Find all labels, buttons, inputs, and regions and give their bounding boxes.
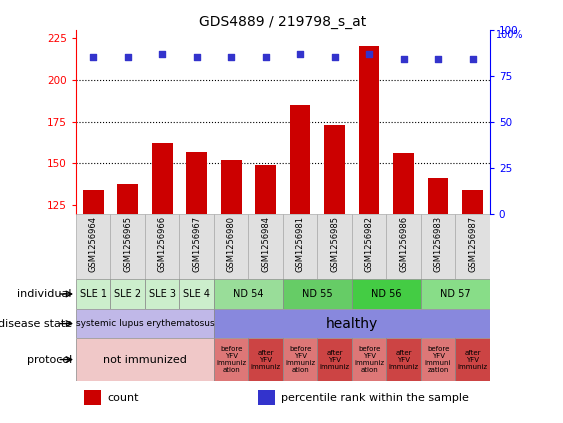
FancyBboxPatch shape <box>76 309 214 338</box>
Bar <box>324 125 345 214</box>
Text: disease state: disease state <box>0 319 72 329</box>
FancyBboxPatch shape <box>180 214 214 279</box>
FancyBboxPatch shape <box>421 214 455 279</box>
Point <box>434 56 443 63</box>
Bar <box>84 390 101 405</box>
Text: systemic lupus erythematosus: systemic lupus erythematosus <box>75 319 215 328</box>
FancyBboxPatch shape <box>421 338 455 381</box>
FancyBboxPatch shape <box>214 214 248 279</box>
FancyBboxPatch shape <box>214 338 248 381</box>
Point <box>261 54 270 60</box>
Point <box>468 56 477 63</box>
Text: GSM1256965: GSM1256965 <box>123 216 132 272</box>
FancyBboxPatch shape <box>145 214 180 279</box>
FancyBboxPatch shape <box>386 214 421 279</box>
FancyBboxPatch shape <box>248 214 283 279</box>
Text: ND 56: ND 56 <box>371 289 401 299</box>
Text: GSM1256964: GSM1256964 <box>89 216 98 272</box>
Bar <box>152 143 173 214</box>
Bar <box>462 190 483 214</box>
Text: before
YFV
immuni
zation: before YFV immuni zation <box>425 346 452 373</box>
Point <box>365 50 374 57</box>
Text: GSM1256984: GSM1256984 <box>261 216 270 272</box>
Text: GSM1256981: GSM1256981 <box>296 216 305 272</box>
FancyBboxPatch shape <box>352 279 421 309</box>
FancyBboxPatch shape <box>421 279 490 309</box>
FancyBboxPatch shape <box>76 214 110 279</box>
Bar <box>221 160 242 214</box>
Point <box>227 54 236 60</box>
Text: SLE 1: SLE 1 <box>80 289 107 299</box>
Text: after
YFV
immuniz: after YFV immuniz <box>388 349 419 370</box>
Text: after
YFV
immuniz: after YFV immuniz <box>458 349 488 370</box>
Text: protocol: protocol <box>26 354 72 365</box>
Bar <box>118 184 138 214</box>
Text: 100%: 100% <box>496 30 524 40</box>
Text: ND 55: ND 55 <box>302 289 333 299</box>
Point <box>123 54 132 60</box>
FancyBboxPatch shape <box>318 338 352 381</box>
Text: GSM1256980: GSM1256980 <box>227 216 236 272</box>
Text: GSM1256987: GSM1256987 <box>468 216 477 272</box>
Text: SLE 2: SLE 2 <box>114 289 141 299</box>
Bar <box>83 190 104 214</box>
FancyBboxPatch shape <box>283 214 318 279</box>
FancyBboxPatch shape <box>352 214 386 279</box>
Text: percentile rank within the sample: percentile rank within the sample <box>281 393 469 403</box>
FancyBboxPatch shape <box>110 214 145 279</box>
FancyBboxPatch shape <box>110 279 145 309</box>
Bar <box>256 165 276 214</box>
FancyBboxPatch shape <box>283 279 352 309</box>
Text: SLE 4: SLE 4 <box>183 289 210 299</box>
Text: GSM1256982: GSM1256982 <box>365 216 374 272</box>
Bar <box>393 154 414 214</box>
FancyBboxPatch shape <box>455 338 490 381</box>
FancyBboxPatch shape <box>180 279 214 309</box>
FancyBboxPatch shape <box>352 338 386 381</box>
FancyBboxPatch shape <box>214 309 490 338</box>
Point <box>296 50 305 57</box>
Bar <box>186 152 207 214</box>
Point <box>192 54 201 60</box>
Point <box>399 56 408 63</box>
Text: ND 57: ND 57 <box>440 289 471 299</box>
Bar <box>428 179 448 214</box>
Text: GSM1256986: GSM1256986 <box>399 216 408 272</box>
FancyBboxPatch shape <box>76 279 110 309</box>
Text: before
YFV
immuniz
ation: before YFV immuniz ation <box>285 346 315 373</box>
Text: after
YFV
immuniz: after YFV immuniz <box>320 349 350 370</box>
Bar <box>290 105 311 214</box>
Text: GSM1256983: GSM1256983 <box>434 216 443 272</box>
FancyBboxPatch shape <box>145 279 180 309</box>
Text: before
YFV
immuniz
ation: before YFV immuniz ation <box>216 346 246 373</box>
FancyBboxPatch shape <box>318 214 352 279</box>
Bar <box>258 390 275 405</box>
FancyBboxPatch shape <box>283 338 318 381</box>
Text: not immunized: not immunized <box>103 354 187 365</box>
Text: individual: individual <box>17 289 72 299</box>
Text: after
YFV
immuniz: after YFV immuniz <box>251 349 281 370</box>
Text: before
YFV
immuniz
ation: before YFV immuniz ation <box>354 346 384 373</box>
Bar <box>359 47 379 214</box>
FancyBboxPatch shape <box>214 279 283 309</box>
Point <box>330 54 339 60</box>
Text: GSM1256985: GSM1256985 <box>330 216 339 272</box>
Text: GSM1256967: GSM1256967 <box>192 216 201 272</box>
Text: GSM1256966: GSM1256966 <box>158 216 167 272</box>
Text: count: count <box>107 393 138 403</box>
Point <box>89 54 98 60</box>
FancyBboxPatch shape <box>386 338 421 381</box>
FancyBboxPatch shape <box>455 214 490 279</box>
Text: ND 54: ND 54 <box>233 289 263 299</box>
Text: SLE 3: SLE 3 <box>149 289 176 299</box>
FancyBboxPatch shape <box>76 338 214 381</box>
Point <box>158 50 167 57</box>
Text: healthy: healthy <box>326 316 378 331</box>
Title: GDS4889 / 219798_s_at: GDS4889 / 219798_s_at <box>199 14 367 29</box>
FancyBboxPatch shape <box>248 338 283 381</box>
